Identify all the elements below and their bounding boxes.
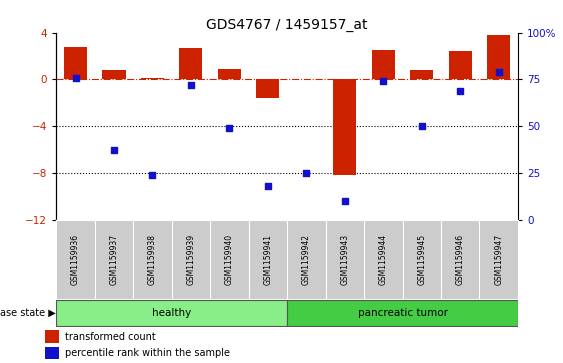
Bar <box>180 48 203 79</box>
Bar <box>45 347 59 359</box>
Text: GSM1159938: GSM1159938 <box>148 234 157 285</box>
Bar <box>410 70 434 79</box>
Point <box>494 69 503 75</box>
Text: percentile rank within the sample: percentile rank within the sample <box>65 348 230 358</box>
Point <box>379 78 388 84</box>
Text: GSM1159943: GSM1159943 <box>341 234 349 285</box>
Bar <box>256 79 279 98</box>
Point <box>71 75 80 81</box>
Point <box>225 125 234 131</box>
Point <box>340 198 349 204</box>
Text: disease state ▶: disease state ▶ <box>0 308 56 318</box>
Text: GSM1159939: GSM1159939 <box>186 234 195 285</box>
Point <box>109 147 118 153</box>
Bar <box>487 35 510 79</box>
Bar <box>218 69 241 79</box>
Text: GSM1159946: GSM1159946 <box>456 234 464 285</box>
Bar <box>287 300 518 326</box>
Point <box>302 170 311 176</box>
Text: healthy: healthy <box>152 308 191 318</box>
Text: GSM1159942: GSM1159942 <box>302 234 311 285</box>
Text: transformed count: transformed count <box>65 332 155 342</box>
Bar <box>372 50 395 79</box>
Bar <box>64 47 87 79</box>
Bar <box>56 300 287 326</box>
Text: GSM1159944: GSM1159944 <box>379 234 388 285</box>
Bar <box>141 78 164 79</box>
Bar <box>449 52 472 79</box>
Bar <box>45 330 59 343</box>
Text: GSM1159941: GSM1159941 <box>263 234 272 285</box>
Text: GSM1159945: GSM1159945 <box>417 234 426 285</box>
Text: GSM1159940: GSM1159940 <box>225 234 234 285</box>
Point <box>455 88 464 94</box>
Point <box>186 82 195 88</box>
Text: GSM1159937: GSM1159937 <box>110 234 118 285</box>
Text: GSM1159936: GSM1159936 <box>71 234 80 285</box>
Bar <box>102 70 126 79</box>
Point <box>263 183 272 189</box>
Title: GDS4767 / 1459157_at: GDS4767 / 1459157_at <box>207 18 368 32</box>
Text: pancreatic tumor: pancreatic tumor <box>358 308 448 318</box>
Point <box>148 172 157 178</box>
Point <box>417 123 426 129</box>
Bar <box>333 79 356 175</box>
Text: GSM1159947: GSM1159947 <box>494 234 503 285</box>
